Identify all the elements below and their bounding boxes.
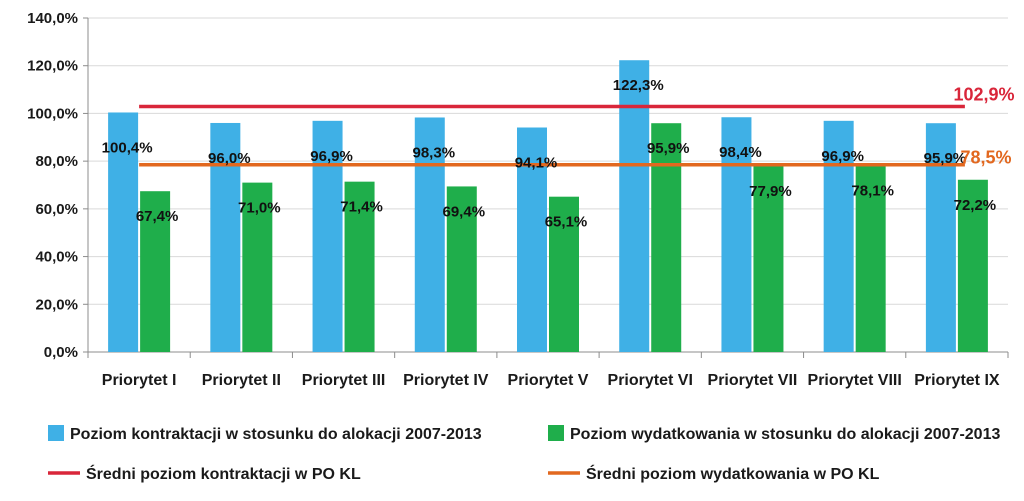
data-label-wydatkowanie: 71,0% xyxy=(238,200,281,217)
legend-label-kontraktacja: Poziom kontraktacji w stosunku do alokac… xyxy=(70,426,482,443)
y-tick-label: 80,0% xyxy=(35,153,78,170)
y-tick-label: 140,0% xyxy=(27,10,78,27)
data-label-kontraktacja: 95,9% xyxy=(924,150,967,167)
y-tick-label: 0,0% xyxy=(44,344,78,361)
bar-kontraktacja xyxy=(925,123,956,353)
bar-kontraktacja xyxy=(210,122,241,352)
bar-wydatkowanie xyxy=(855,165,886,352)
data-label-kontraktacja: 96,9% xyxy=(310,148,353,165)
data-label-wydatkowanie: 65,1% xyxy=(545,214,588,231)
data-label-kontraktacja: 94,1% xyxy=(515,155,558,172)
legend-label-wydatkowanie: Poziom wydatkowania w stosunku do alokac… xyxy=(570,426,1000,443)
data-label-wydatkowanie: 69,4% xyxy=(443,203,486,220)
data-label-wydatkowanie: 71,4% xyxy=(340,199,383,216)
x-category-label: Priorytet VIII xyxy=(808,372,902,389)
data-label-kontraktacja: 98,3% xyxy=(413,144,456,161)
data-label-wydatkowanie: 77,9% xyxy=(749,183,792,200)
data-label-kontraktacja: 100,4% xyxy=(102,139,153,156)
data-label-kontraktacja: 98,4% xyxy=(719,144,762,161)
x-category-label: Priorytet III xyxy=(302,372,386,389)
data-label-wydatkowanie: 67,4% xyxy=(136,208,179,225)
bar-wydatkowanie xyxy=(957,179,988,352)
bar-wydatkowanie xyxy=(753,166,784,352)
data-label-kontraktacja: 96,0% xyxy=(208,150,251,167)
data-label-kontraktacja: 122,3% xyxy=(613,77,664,94)
bar-wydatkowanie xyxy=(651,123,682,353)
avg-label-kontraktacja: 102,9% xyxy=(953,85,1014,105)
bar-kontraktacja xyxy=(619,60,650,352)
legend-swatch-kontraktacja xyxy=(48,425,64,441)
bar-kontraktacja xyxy=(414,117,445,352)
bar-kontraktacja xyxy=(108,112,139,352)
bar-wydatkowanie xyxy=(549,196,579,352)
data-label-wydatkowanie: 78,1% xyxy=(851,183,894,200)
x-category-label: Priorytet I xyxy=(102,372,177,389)
y-tick-label: 60,0% xyxy=(35,201,78,218)
bar-wydatkowanie xyxy=(242,182,273,352)
x-category-label: Priorytet IX xyxy=(914,372,1000,389)
y-tick-label: 20,0% xyxy=(35,296,78,313)
avg-label-wydatkowanie: 78,5% xyxy=(960,148,1011,168)
data-label-kontraktacja: 96,9% xyxy=(821,148,864,165)
bar-wydatkowanie xyxy=(446,186,477,352)
x-category-label: Priorytet VI xyxy=(608,372,693,389)
y-tick-label: 100,0% xyxy=(27,105,78,122)
x-category-label: Priorytet V xyxy=(508,372,589,389)
legend-label-avg-kontraktacja: Średni poziom kontraktacji w PO KL xyxy=(86,464,361,483)
bar-kontraktacja xyxy=(823,120,854,353)
y-tick-label: 40,0% xyxy=(35,249,78,266)
x-category-label: Priorytet IV xyxy=(403,372,489,389)
x-category-label: Priorytet II xyxy=(202,372,281,389)
y-tick-label: 120,0% xyxy=(27,58,78,75)
bar-kontraktacja xyxy=(312,120,343,353)
data-label-wydatkowanie: 95,9% xyxy=(647,140,690,157)
x-category-label: Priorytet VII xyxy=(708,372,798,389)
bar-wydatkowanie xyxy=(140,191,171,352)
legend-swatch-wydatkowanie xyxy=(548,425,564,441)
bar-wydatkowanie xyxy=(344,181,375,352)
bar-kontraktacja xyxy=(721,117,752,352)
legend-label-avg-wydatkowanie: Średni poziom wydatkowania w PO KL xyxy=(586,464,880,483)
data-label-wydatkowanie: 72,2% xyxy=(954,197,997,214)
